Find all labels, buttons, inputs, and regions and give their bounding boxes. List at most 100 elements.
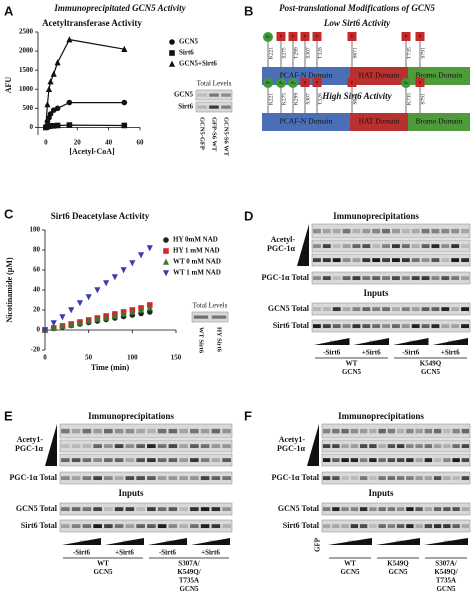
domain-label: PCAF-N Domain <box>280 117 333 126</box>
blot-band <box>443 476 451 481</box>
site-residue: T328 <box>317 93 323 105</box>
blot-band <box>431 324 440 329</box>
blot-band <box>396 476 405 481</box>
blot-band <box>82 428 92 434</box>
blot-band <box>461 324 470 329</box>
blot-band <box>415 524 423 529</box>
blot-band <box>179 507 188 512</box>
blot-band <box>415 458 423 463</box>
domain <box>262 113 350 131</box>
blot <box>59 502 233 516</box>
legend-marker <box>169 50 175 56</box>
group-label: K549Q/ <box>434 568 458 576</box>
row-label: GCN5 Total <box>268 304 310 313</box>
y-tick-label: 20 <box>33 306 41 314</box>
blot-band <box>391 276 400 281</box>
blot-band <box>61 428 70 434</box>
blot <box>321 439 471 453</box>
blot-band <box>179 524 188 529</box>
blot-band <box>415 428 423 434</box>
blot-band <box>200 428 210 434</box>
blot-band <box>332 258 341 263</box>
mod-label: P <box>316 80 319 85</box>
blot-band <box>82 476 92 481</box>
x-tick-label: 150 <box>171 354 182 362</box>
blot-band <box>421 276 430 281</box>
blot-band <box>211 458 221 463</box>
data-point <box>129 308 136 315</box>
y-tick-label: 500 <box>23 104 34 112</box>
blot-band <box>424 524 433 529</box>
blot-band <box>424 507 433 512</box>
blot-band <box>433 444 442 449</box>
blot-band <box>387 476 396 481</box>
blot-band <box>322 307 331 312</box>
blot-band <box>341 476 349 481</box>
gcn5-wedge <box>62 538 101 545</box>
blot-band <box>332 476 340 481</box>
blot-band <box>369 476 377 481</box>
blot-band <box>332 276 341 281</box>
data-point <box>54 105 61 112</box>
blot-band <box>200 507 210 512</box>
blot-band <box>125 524 135 529</box>
blot-band <box>147 428 156 434</box>
blot-band <box>71 444 81 449</box>
legend-label: GCN5+Sirt6 <box>179 60 217 68</box>
blot-band <box>197 105 207 109</box>
group-label: GCN5 <box>421 368 441 376</box>
blot-band <box>312 228 321 234</box>
data-point <box>54 122 61 129</box>
legend-label: HY 0mM NAD <box>173 236 218 244</box>
legend-marker <box>163 248 169 254</box>
data-point <box>103 280 110 287</box>
blot-band <box>104 428 113 434</box>
blot-band <box>372 307 381 312</box>
blot-band <box>147 476 156 481</box>
blot-band <box>424 428 433 434</box>
blot-band <box>341 507 349 512</box>
inset-title: Total Levels <box>193 302 228 310</box>
phospho-mark <box>347 78 357 87</box>
blot-band <box>332 458 340 463</box>
wedge-label: GCN5 <box>330 340 343 345</box>
wedge-label: GCN5 <box>123 540 136 545</box>
blot-band <box>114 507 124 512</box>
gcn5-wedge <box>424 538 468 545</box>
mod-label: P <box>351 80 354 85</box>
blot-band <box>114 428 124 434</box>
blot-band <box>396 458 405 463</box>
blot-band <box>61 476 70 481</box>
legend-marker <box>169 39 175 45</box>
blot-band <box>200 476 210 481</box>
sign-label: +Sirt6 <box>362 349 381 357</box>
blot-band <box>401 244 410 249</box>
blot-band <box>322 276 331 281</box>
blot-band <box>157 458 167 463</box>
legend-label: WT 1 mM NAD <box>173 269 221 277</box>
blot-band <box>406 444 414 449</box>
mod-label: P <box>292 34 295 39</box>
blot-band <box>190 524 199 529</box>
blot-band <box>61 458 70 463</box>
sign-label: -Sirt6 <box>402 349 420 357</box>
blot-band <box>211 507 221 512</box>
blot-band <box>168 428 178 434</box>
blot-band <box>104 458 113 463</box>
blot-band <box>209 105 219 109</box>
group-label: K549Q/ <box>177 568 201 576</box>
blot-band <box>312 244 321 249</box>
blot-band <box>461 276 470 281</box>
domain <box>350 67 408 85</box>
sign-label: +Sirt6 <box>441 349 460 357</box>
data-point <box>50 324 57 331</box>
blot-band <box>179 444 188 449</box>
data-point <box>111 312 118 319</box>
blot-band <box>382 276 391 281</box>
blot-band <box>461 258 470 263</box>
blot-band <box>401 228 410 234</box>
blot-band <box>104 507 113 512</box>
y-tick-label: 2500 <box>19 28 34 36</box>
blot-band <box>411 244 420 249</box>
blot <box>311 271 471 285</box>
